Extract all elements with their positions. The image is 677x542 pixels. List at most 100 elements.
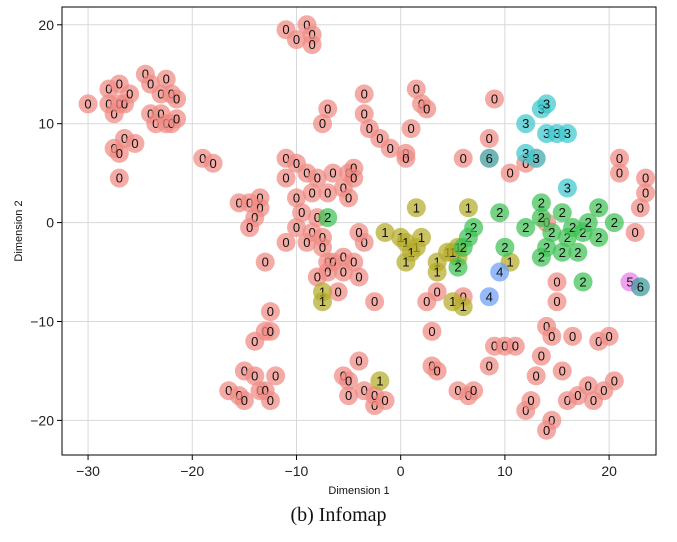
y-tick-label: 0 [46, 215, 54, 231]
point-marker [552, 361, 572, 381]
point-label: 2 [496, 205, 503, 220]
point-marker [531, 208, 551, 228]
data-point: 0 [344, 168, 364, 188]
point-label: 3 [522, 146, 529, 161]
data-point: 0 [375, 391, 395, 411]
point-label: 0 [434, 363, 441, 378]
point-marker [302, 183, 322, 203]
point-label: 1 [407, 245, 414, 260]
data-point: 2 [448, 257, 468, 277]
point-label: 0 [209, 156, 216, 171]
point-label: 2 [574, 245, 581, 260]
point-marker [526, 148, 546, 168]
data-point: 0 [276, 168, 296, 188]
point-label: 0 [308, 185, 315, 200]
point-label: 0 [199, 151, 206, 166]
point-marker [630, 198, 650, 218]
point-label: 3 [543, 96, 550, 111]
point-label: 0 [282, 235, 289, 250]
point-marker [125, 133, 145, 153]
point-label: 0 [616, 151, 623, 166]
point-label: 0 [173, 111, 180, 126]
point-label: 0 [590, 393, 597, 408]
point-label: 0 [559, 363, 566, 378]
data-point: 0 [500, 163, 520, 183]
point-label: 0 [569, 329, 576, 344]
point-label: 0 [345, 388, 352, 403]
data-point: 2 [552, 203, 572, 223]
data-point: 3 [537, 94, 557, 114]
point-label: 0 [527, 393, 534, 408]
data-point: 0 [531, 346, 551, 366]
x-axis-title: Dimension 1 [328, 485, 389, 497]
point-label: 1 [418, 230, 425, 245]
point-label: 1 [506, 255, 513, 270]
point-label: 1 [402, 235, 409, 250]
point-marker [339, 188, 359, 208]
point-marker [307, 168, 327, 188]
point-label: 2 [595, 230, 602, 245]
point-marker [406, 79, 426, 99]
data-point: 0 [505, 336, 525, 356]
data-point: 0 [537, 420, 557, 440]
point-marker [349, 267, 369, 287]
point-marker [464, 381, 484, 401]
point-label: 0 [491, 339, 498, 354]
data-point: 0 [302, 35, 322, 55]
point-label: 0 [616, 166, 623, 181]
data-point: 0 [109, 143, 129, 163]
point-label: 0 [486, 131, 493, 146]
data-point: 0 [453, 148, 473, 168]
point-marker [344, 252, 364, 272]
point-label: 0 [157, 87, 164, 102]
point-label: 2 [501, 240, 508, 255]
data-point: 0 [636, 168, 656, 188]
data-point: 0 [354, 104, 374, 124]
point-label: 0 [564, 393, 571, 408]
point-marker [516, 218, 536, 238]
point-label: 0 [345, 190, 352, 205]
data-point: 0 [286, 188, 306, 208]
data-point: 1 [427, 262, 447, 282]
data-point: 0 [349, 267, 369, 287]
point-marker [354, 104, 374, 124]
point-label: 0 [340, 180, 347, 195]
point-label: 0 [319, 116, 326, 131]
data-point: 0 [354, 84, 374, 104]
point-marker [630, 277, 650, 297]
point-label: 0 [293, 190, 300, 205]
point-marker [109, 143, 129, 163]
data-point: 0 [307, 168, 327, 188]
data-point: 0 [349, 222, 369, 242]
data-point: 1 [406, 198, 426, 218]
point-label: 5 [626, 274, 633, 289]
point-marker [234, 391, 254, 411]
y-axis-title: Dimension 2 [13, 200, 25, 261]
point-marker [313, 292, 333, 312]
data-point: 0 [255, 252, 275, 272]
data-point: 1 [370, 371, 390, 391]
data-point: 2 [490, 203, 510, 223]
point-marker [547, 292, 567, 312]
data-point: 6 [630, 277, 650, 297]
plot-border [61, 6, 657, 456]
data-point: 2 [495, 237, 515, 257]
point-label: 0 [361, 106, 368, 121]
point-marker [563, 326, 583, 346]
point-label: 2 [579, 225, 586, 240]
point-marker [276, 168, 296, 188]
point-label: 0 [319, 230, 326, 245]
point-label: 0 [350, 171, 357, 186]
point-label: 0 [470, 383, 477, 398]
point-marker [479, 148, 499, 168]
point-label: 0 [105, 96, 112, 111]
point-marker [604, 213, 624, 233]
point-label: 4 [496, 265, 503, 280]
point-label: 0 [642, 185, 649, 200]
point-marker [453, 237, 473, 257]
point-marker [484, 89, 504, 109]
data-point: 2 [589, 227, 609, 247]
point-label: 0 [314, 210, 321, 225]
point-label: 0 [121, 131, 128, 146]
